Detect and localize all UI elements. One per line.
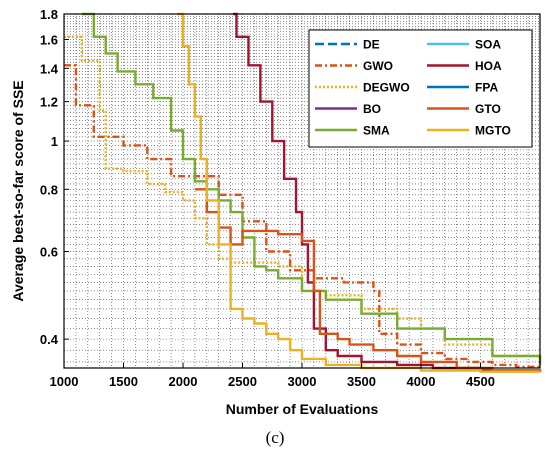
series-line-sma [81,12,542,365]
legend-box [308,29,533,148]
legend-label-bo: BO [363,102,381,116]
x-tick-label: 2500 [228,374,257,389]
x-tick-label: 3000 [288,374,317,389]
legend-label-fpa: FPA [475,81,498,95]
x-tick-label: 1000 [50,374,79,389]
x-tick-label: 2000 [169,374,198,389]
figure-caption: (c) [265,428,285,447]
x-tick-label: 4500 [466,374,495,389]
legend-label-degwo: DEGWO [363,81,410,95]
x-tick-label: 4000 [407,374,436,389]
y-tick-label: 1.4 [40,61,59,76]
y-tick-label: 0.4 [40,332,59,347]
legend-label-mgto: MGTO [475,124,511,138]
y-tick-label: 0.6 [40,244,58,259]
y-tick-label: 1 [51,134,58,149]
y-tick-label: 1.8 [40,7,58,22]
legend-label-hoa: HOA [475,59,502,73]
legend-label-de: DE [363,38,380,52]
axis-ticks: 1000 1500 2000 2500 3000 3500 4000 4500 0.4 0.6 0.… [40,7,495,389]
y-tick-label: 1.6 [40,32,58,47]
legend-label-gwo: GWO [363,59,393,73]
legend-label-soa: SOA [475,38,501,52]
line-chart: 1000 1500 2000 2500 3000 3500 4000 4500 0.4 0.6 0.… [10,7,542,417]
legend-label-gto: GTO [475,102,501,116]
y-tick-label: 0.8 [40,182,58,197]
legend-label-sma: SMA [363,124,390,138]
y-axis-label: Average best-so-far score of SSE [10,80,26,301]
y-tick-label: 1.2 [40,95,58,110]
x-axis-label: Number of Evaluations [226,401,379,417]
x-tick-label: 3500 [347,374,376,389]
series-line-gto [194,188,542,372]
x-tick-label: 1500 [109,374,138,389]
series-line-degwo [64,35,542,362]
